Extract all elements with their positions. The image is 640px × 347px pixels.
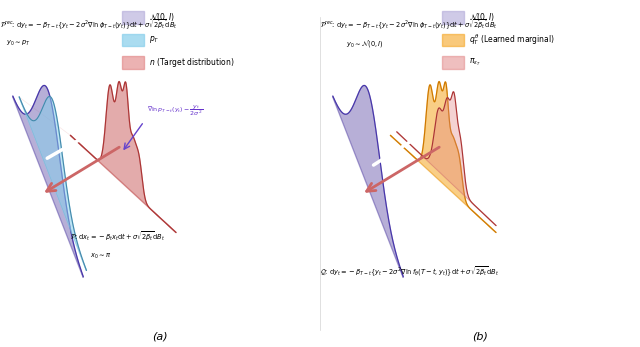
Text: $\mathcal{P}^{rec}$: $\mathrm{d}y_t = -\beta_{T-t}\{y_t - 2\sigma^2\nabla\ln\phi: $\mathcal{P}^{rec}$: $\mathrm{d}y_t = -\… [0,17,177,31]
Polygon shape [390,82,496,232]
Text: $\pi_{\epsilon_T}$: $\pi_{\epsilon_T}$ [468,57,481,68]
Text: $\mathcal{P}^{rec}$: $\mathrm{d}y_t = -\beta_{T-t}\{y_t - 2\sigma^2\nabla\ln\phi: $\mathcal{P}^{rec}$: $\mathrm{d}y_t = -\… [320,17,497,31]
Text: $y_0 \sim \mathcal{N}(0, I)$: $y_0 \sim \mathcal{N}(0, I)$ [346,38,383,49]
Bar [122,56,144,69]
Polygon shape [333,85,403,278]
Text: (b): (b) [472,332,488,341]
Text: $p_T$: $p_T$ [149,34,159,45]
Polygon shape [70,82,176,232]
Text: $\mathcal{Q}$: $\mathrm{d}y_t = -\beta_{T-t}\{y_t - 2\sigma^2\nabla\ln f_\theta(: $\mathcal{Q}$: $\mathrm{d}y_t = -\beta_{… [320,264,499,278]
Text: $y_0 \sim p_T$: $y_0 \sim p_T$ [6,39,31,48]
Bar [442,34,464,46]
Text: (a): (a) [152,332,168,341]
Polygon shape [19,96,86,271]
Text: $x_0 \sim \pi$: $x_0 \sim \pi$ [90,252,111,261]
Text: $q^\theta_T$ (Learned marginal): $q^\theta_T$ (Learned marginal) [468,33,555,47]
Text: $\mathcal{P}$: $\mathrm{d}x_t = -\beta_t x_t\mathrm{d}t + \sigma\sqrt{2\beta_t}\: $\mathcal{P}$: $\mathrm{d}x_t = -\beta_t… [70,229,166,243]
Text: $n$ (Target distribution): $n$ (Target distribution) [149,56,234,69]
Bar [122,34,144,46]
Bar [442,11,464,24]
Text: $\mathcal{N}(0, I)$: $\mathcal{N}(0, I)$ [468,11,495,23]
Bar [442,56,464,69]
Text: $\mathcal{N}(0, I)$: $\mathcal{N}(0, I)$ [149,11,175,23]
Polygon shape [13,85,83,278]
Bar [122,11,144,24]
Polygon shape [397,92,496,226]
Text: $\nabla\ln p_{T-t}(y_t) - \dfrac{y_t}{2\sigma^2}$: $\nabla\ln p_{T-t}(y_t) - \dfrac{y_t}{2\… [147,103,204,118]
